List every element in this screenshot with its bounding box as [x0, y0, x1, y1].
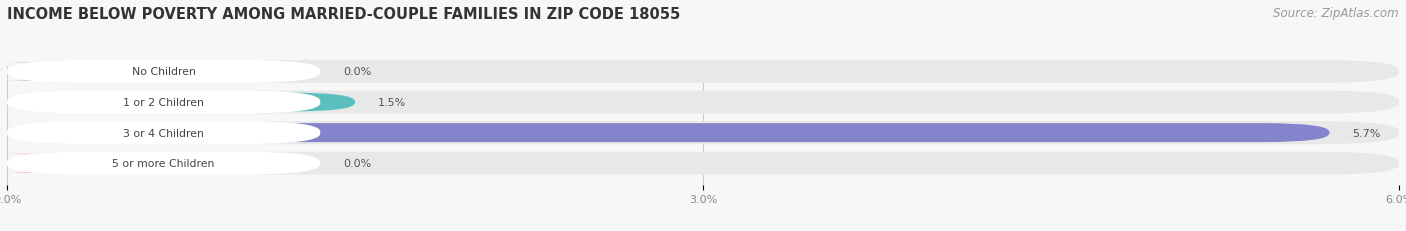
FancyBboxPatch shape	[7, 152, 321, 175]
Text: 1 or 2 Children: 1 or 2 Children	[124, 98, 204, 108]
FancyBboxPatch shape	[7, 61, 1399, 84]
FancyBboxPatch shape	[7, 61, 321, 84]
Text: 0.0%: 0.0%	[343, 158, 371, 168]
FancyBboxPatch shape	[7, 91, 1399, 114]
Text: INCOME BELOW POVERTY AMONG MARRIED-COUPLE FAMILIES IN ZIP CODE 18055: INCOME BELOW POVERTY AMONG MARRIED-COUPL…	[7, 7, 681, 22]
FancyBboxPatch shape	[7, 152, 1399, 175]
Text: 1.5%: 1.5%	[378, 98, 406, 108]
Text: 5.7%: 5.7%	[1353, 128, 1381, 138]
FancyBboxPatch shape	[7, 122, 321, 144]
FancyBboxPatch shape	[7, 122, 1399, 144]
FancyBboxPatch shape	[0, 154, 75, 173]
FancyBboxPatch shape	[7, 124, 1330, 143]
Text: 5 or more Children: 5 or more Children	[112, 158, 215, 168]
Text: 3 or 4 Children: 3 or 4 Children	[124, 128, 204, 138]
Text: No Children: No Children	[132, 67, 195, 77]
FancyBboxPatch shape	[7, 91, 321, 114]
Text: 0.0%: 0.0%	[343, 67, 371, 77]
FancyBboxPatch shape	[7, 93, 354, 112]
Text: Source: ZipAtlas.com: Source: ZipAtlas.com	[1274, 7, 1399, 20]
FancyBboxPatch shape	[0, 63, 75, 82]
